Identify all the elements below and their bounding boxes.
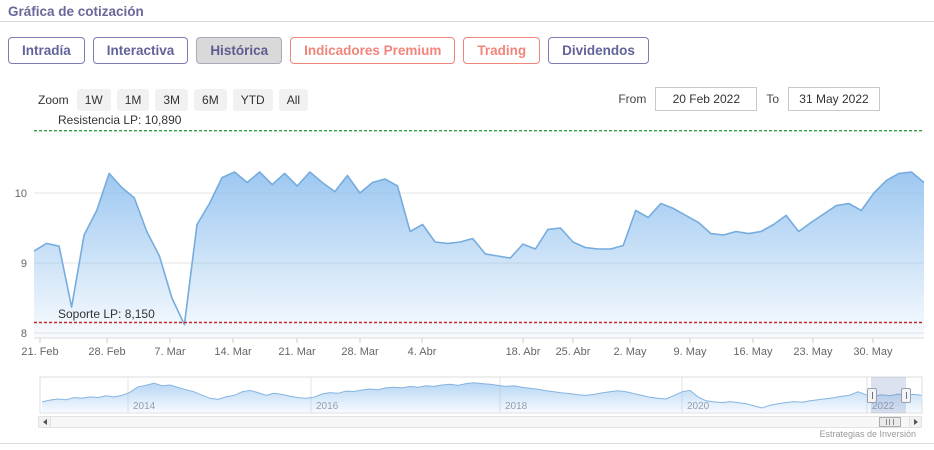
zoom-button-ytd[interactable]: YTD xyxy=(232,89,273,111)
y-axis-label: 8 xyxy=(21,328,27,340)
annotation-lines xyxy=(34,129,924,324)
x-axis-label: 4. Abr xyxy=(408,346,437,358)
x-axis-label: 21. Mar xyxy=(278,346,316,358)
navigator-left-handle[interactable] xyxy=(867,388,877,403)
price-series xyxy=(33,171,925,338)
x-axis-label: 14. Mar xyxy=(214,346,252,358)
arrow-left-icon xyxy=(42,419,47,425)
x-axis-label: 16. May xyxy=(733,346,773,358)
chart-mode-tabs: Intradía Interactiva Histórica Indicador… xyxy=(8,37,649,64)
from-date-input[interactable] xyxy=(655,87,758,111)
tab-indicadores-premium[interactable]: Indicadores Premium xyxy=(290,37,456,64)
zoom-button-6m[interactable]: 6M xyxy=(194,89,227,111)
x-axis-label: 23. May xyxy=(793,346,833,358)
zoom-label: Zoom xyxy=(38,93,69,107)
zoom-button-1w[interactable]: 1W xyxy=(76,89,111,111)
x-axis-label: 30. May xyxy=(853,346,893,358)
y-axis-label: 10 xyxy=(15,188,27,200)
date-range-row: From To xyxy=(618,87,880,111)
arrow-right-icon xyxy=(913,419,918,425)
y-axis-label: 9 xyxy=(21,258,27,270)
scrollbar-thumb[interactable] xyxy=(879,417,901,427)
x-axis-label: 28. Feb xyxy=(88,346,125,358)
x-axis-label: 7. Mar xyxy=(154,346,186,358)
from-label: From xyxy=(618,92,647,106)
support-line-label: Soporte LP: 8,150 xyxy=(58,307,155,321)
navigator: 20142016201820202022 xyxy=(39,376,923,414)
scrollbar-track[interactable] xyxy=(38,416,922,428)
grip-icon xyxy=(886,419,894,425)
page-title: Gráfica de cotización xyxy=(8,4,144,19)
scrollbar-left-button[interactable] xyxy=(38,416,51,428)
x-axis: 21. Feb 28. Feb 7. Mar 14. Mar 21. Mar 28. Ma… xyxy=(21,338,893,358)
to-label: To xyxy=(766,92,779,106)
resistance-line-label: Resistencia LP: 10,890 xyxy=(58,113,182,127)
scrollbar-right-button[interactable] xyxy=(909,416,922,428)
tab-interactiva[interactable]: Interactiva xyxy=(92,37,189,64)
credits-link[interactable]: Estrategias de Inversión xyxy=(819,429,916,439)
zoom-button-3m[interactable]: 3M xyxy=(155,89,189,111)
tab-historica[interactable]: Histórica xyxy=(196,37,283,64)
zoom-button-1m[interactable]: 1M xyxy=(116,89,150,111)
x-axis-label: 18. Abr xyxy=(506,346,541,358)
tab-dividendos[interactable]: Dividendos xyxy=(548,37,649,64)
x-axis-label: 2. May xyxy=(613,346,647,358)
x-axis-label: 25. Abr xyxy=(556,346,591,358)
tab-intradia[interactable]: Intradía xyxy=(8,37,85,64)
zoom-preset-row: Zoom 1W 1M 3M 6M YTD All xyxy=(38,89,309,111)
x-axis-label: 21. Feb xyxy=(21,346,58,358)
navigator-right-handle[interactable] xyxy=(901,388,911,403)
x-axis-label: 28. Mar xyxy=(341,346,379,358)
zoom-button-all[interactable]: All xyxy=(278,89,309,111)
x-axis-label: 9. May xyxy=(673,346,707,358)
bottom-divider xyxy=(0,443,934,444)
to-date-input[interactable] xyxy=(788,87,880,111)
tab-trading[interactable]: Trading xyxy=(463,37,541,64)
title-divider xyxy=(0,21,934,22)
